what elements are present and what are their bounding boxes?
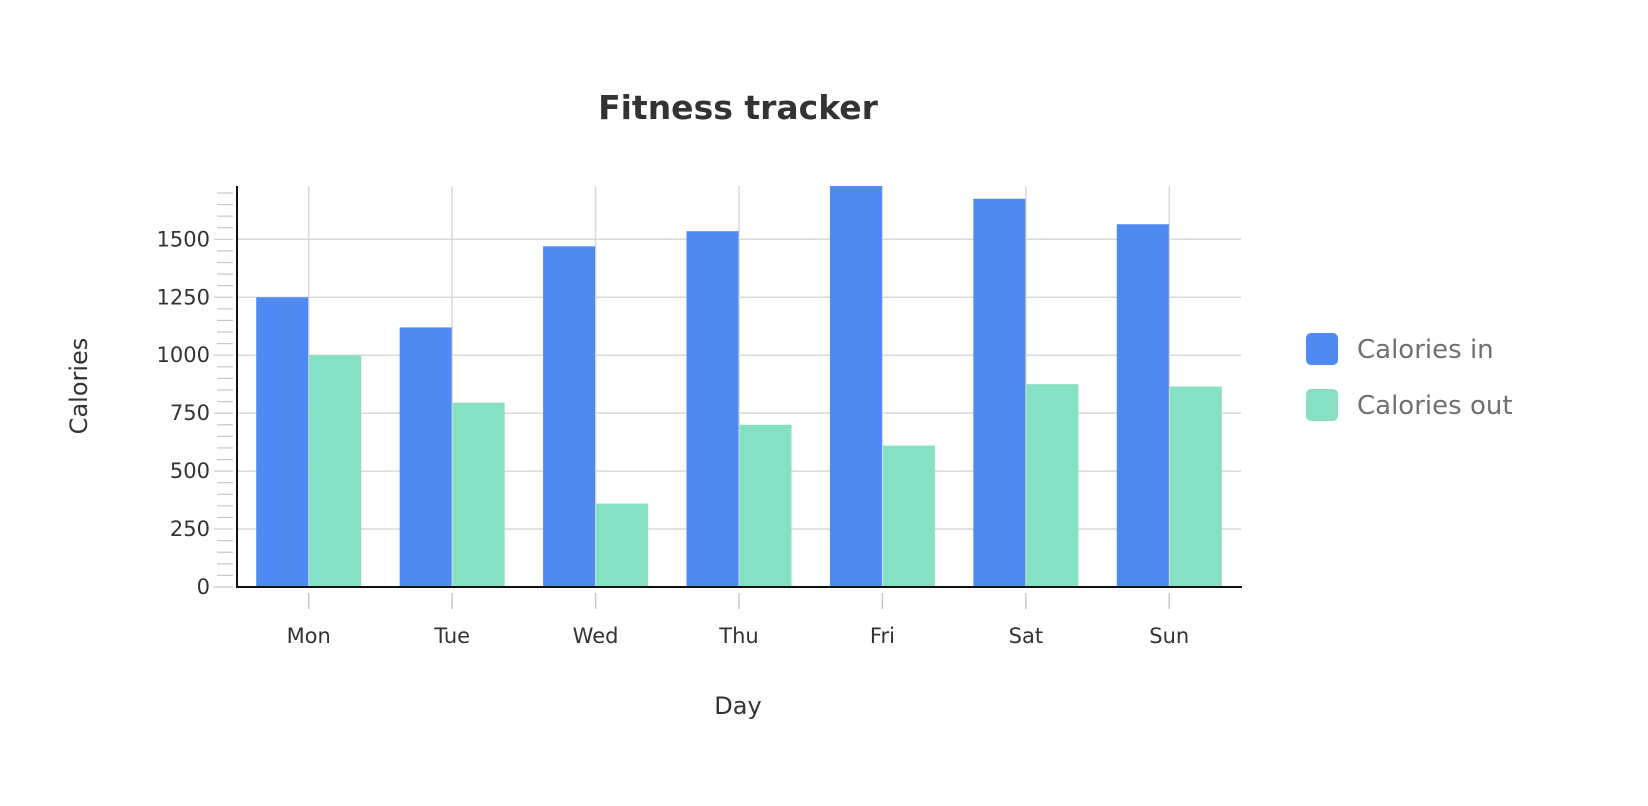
bar-calories-out-sat (1026, 384, 1079, 587)
bar-calories-out-tue (452, 402, 505, 587)
y-tick-label: 500 (170, 459, 210, 483)
legend-swatch (1306, 333, 1338, 365)
x-tick-label: Sat (1009, 624, 1043, 648)
x-axis-label: Day (714, 692, 761, 720)
legend-label: Calories in (1357, 335, 1494, 365)
y-tick-labels: 0 250 500 750 1000 1250 1500 (157, 227, 210, 599)
bar-calories-in-sun (1116, 224, 1169, 587)
y-tick-label: 250 (170, 517, 210, 541)
bar-calories-in-tue (399, 327, 452, 587)
x-tick-label: Tue (433, 624, 470, 648)
x-tick-label: Wed (573, 624, 619, 648)
bars (256, 186, 1222, 588)
x-tick-label: Fri (870, 624, 895, 648)
legend: Calories in Calories out (1306, 333, 1513, 421)
x-tick-label: Mon (287, 624, 331, 648)
legend-swatch (1306, 389, 1338, 421)
y-tick-label: 1500 (157, 227, 210, 251)
bar-calories-in-thu (686, 231, 739, 588)
y-tick-label: 0 (197, 575, 210, 599)
x-tick-label: Sun (1149, 624, 1189, 648)
bar-calories-out-thu (739, 424, 792, 587)
chart-title: Fitness tracker (598, 88, 879, 127)
bar-calories-out-mon (309, 355, 362, 587)
axes (236, 186, 1242, 588)
bar-calories-in-mon (256, 297, 309, 587)
y-tick-label: 750 (170, 401, 210, 425)
y-axis-label: Calories (65, 338, 93, 435)
bar-calories-out-fri (882, 445, 935, 587)
bar-calories-out-wed (596, 503, 649, 587)
x-tick-label: Thu (718, 624, 758, 648)
bar-calories-in-wed (543, 246, 596, 587)
grid-lines (237, 186, 1241, 609)
legend-label: Calories out (1357, 391, 1513, 421)
y-minor-ticks (214, 192, 233, 588)
y-tick-label: 1250 (157, 285, 210, 309)
y-tick-label: 1000 (157, 343, 210, 367)
bar-calories-in-fri (829, 186, 882, 587)
x-tick-labels: Mon Tue Wed Thu Fri Sat Sun (287, 624, 1190, 648)
bar-calories-in-sat (973, 198, 1026, 588)
bar-calories-out-sun (1169, 386, 1222, 587)
